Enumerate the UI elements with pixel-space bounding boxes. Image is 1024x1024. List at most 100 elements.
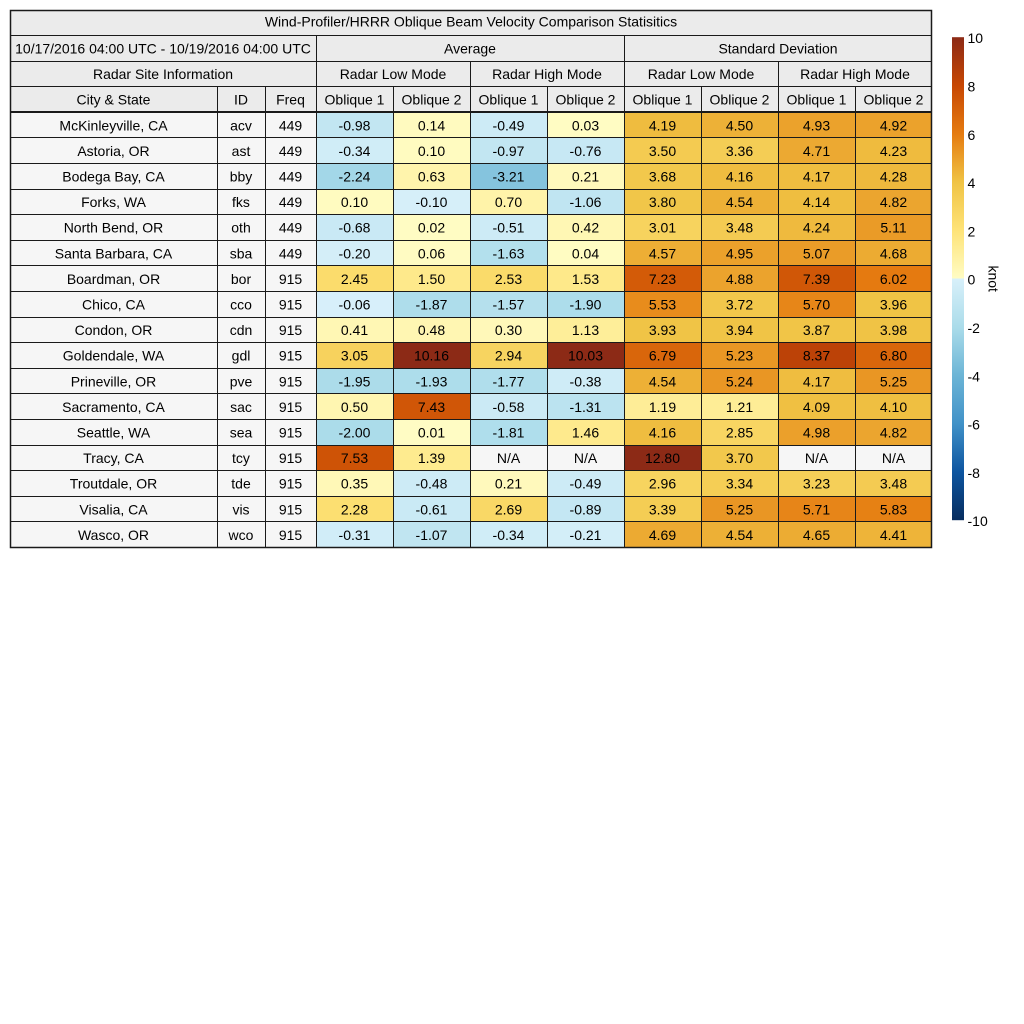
svg-text:Prineville, OR: Prineville, OR (71, 373, 157, 389)
svg-text:3.34: 3.34 (726, 476, 753, 492)
svg-text:2.96: 2.96 (649, 476, 676, 492)
svg-text:4.28: 4.28 (880, 169, 907, 185)
svg-text:3.23: 3.23 (803, 476, 830, 492)
svg-text:-0.76: -0.76 (570, 143, 602, 159)
svg-text:Radar High Mode: Radar High Mode (492, 66, 602, 82)
svg-text:-2: -2 (968, 320, 981, 336)
svg-text:-1.90: -1.90 (570, 297, 602, 313)
svg-text:4.65: 4.65 (803, 527, 830, 543)
svg-text:915: 915 (279, 399, 303, 415)
svg-text:0.63: 0.63 (418, 169, 445, 185)
svg-text:ast: ast (232, 143, 251, 159)
svg-text:wco: wco (228, 527, 254, 543)
svg-text:Seattle, WA: Seattle, WA (77, 424, 151, 440)
svg-text:Oblique 1: Oblique 1 (325, 92, 385, 108)
svg-text:1.21: 1.21 (726, 399, 753, 415)
svg-text:0.10: 0.10 (418, 143, 445, 159)
svg-text:2.53: 2.53 (495, 271, 522, 287)
svg-text:McKinleyville, CA: McKinleyville, CA (59, 117, 168, 133)
svg-text:449: 449 (279, 220, 303, 236)
svg-text:0.41: 0.41 (341, 322, 368, 338)
svg-text:3.70: 3.70 (726, 450, 753, 466)
svg-text:10.16: 10.16 (414, 348, 449, 364)
svg-text:sba: sba (230, 245, 253, 261)
svg-text:-4: -4 (968, 368, 981, 384)
svg-text:3.98: 3.98 (880, 322, 907, 338)
svg-text:Santa Barbara, CA: Santa Barbara, CA (55, 245, 173, 261)
svg-text:0.42: 0.42 (572, 220, 599, 236)
svg-text:4.17: 4.17 (803, 373, 830, 389)
svg-text:Bodega Bay, CA: Bodega Bay, CA (62, 169, 165, 185)
svg-text:oth: oth (231, 220, 250, 236)
svg-text:N/A: N/A (805, 450, 829, 466)
svg-text:Astoria, OR: Astoria, OR (77, 143, 149, 159)
svg-text:-0.34: -0.34 (339, 143, 371, 159)
svg-text:Oblique 2: Oblique 2 (710, 92, 770, 108)
svg-text:-8: -8 (968, 465, 981, 481)
svg-text:-1.93: -1.93 (416, 373, 448, 389)
svg-text:4.98: 4.98 (803, 424, 830, 440)
svg-text:5.83: 5.83 (880, 501, 907, 517)
svg-text:5.07: 5.07 (803, 245, 830, 261)
svg-text:3.48: 3.48 (726, 220, 753, 236)
svg-text:6.79: 6.79 (649, 348, 676, 364)
svg-text:915: 915 (279, 373, 303, 389)
svg-text:4.54: 4.54 (726, 527, 753, 543)
svg-text:3.68: 3.68 (649, 169, 676, 185)
svg-text:-2.24: -2.24 (339, 169, 371, 185)
svg-text:7.53: 7.53 (341, 450, 368, 466)
svg-text:Oblique 1: Oblique 1 (787, 92, 847, 108)
svg-text:5.25: 5.25 (880, 373, 907, 389)
svg-text:Freq: Freq (276, 92, 305, 108)
svg-text:North Bend, OR: North Bend, OR (64, 220, 164, 236)
svg-text:4.09: 4.09 (803, 399, 830, 415)
svg-text:-0.34: -0.34 (493, 527, 525, 543)
svg-text:4.69: 4.69 (649, 527, 676, 543)
svg-text:tde: tde (231, 476, 251, 492)
svg-text:-1.57: -1.57 (493, 297, 525, 313)
svg-text:4.54: 4.54 (726, 194, 753, 210)
svg-text:5.70: 5.70 (803, 297, 830, 313)
svg-text:915: 915 (279, 501, 303, 517)
svg-text:Radar Low Mode: Radar Low Mode (340, 66, 447, 82)
svg-text:acv: acv (230, 117, 252, 133)
svg-text:-0.21: -0.21 (570, 527, 602, 543)
svg-text:1.19: 1.19 (649, 399, 676, 415)
svg-text:2.85: 2.85 (726, 424, 753, 440)
svg-text:3.05: 3.05 (341, 348, 368, 364)
svg-text:2.45: 2.45 (341, 271, 368, 287)
svg-text:knot: knot (986, 265, 1002, 292)
svg-text:-0.48: -0.48 (416, 476, 448, 492)
svg-text:-1.77: -1.77 (493, 373, 525, 389)
svg-text:0.21: 0.21 (495, 476, 522, 492)
svg-text:449: 449 (279, 194, 303, 210)
svg-text:Oblique 1: Oblique 1 (633, 92, 693, 108)
svg-text:5.11: 5.11 (880, 220, 906, 236)
svg-text:-0.31: -0.31 (339, 527, 371, 543)
svg-text:-1.07: -1.07 (416, 527, 448, 543)
svg-text:0.02: 0.02 (418, 220, 445, 236)
svg-text:vis: vis (232, 501, 249, 517)
svg-text:915: 915 (279, 424, 303, 440)
svg-text:-0.97: -0.97 (493, 143, 525, 159)
svg-text:1.13: 1.13 (572, 322, 599, 338)
svg-text:3.48: 3.48 (880, 476, 907, 492)
svg-text:10: 10 (968, 30, 984, 46)
svg-text:4.82: 4.82 (880, 424, 907, 440)
svg-text:-6: -6 (968, 417, 981, 433)
svg-text:-0.49: -0.49 (493, 117, 525, 133)
svg-text:2.28: 2.28 (341, 501, 368, 517)
svg-text:6.02: 6.02 (880, 271, 907, 287)
svg-text:cdn: cdn (230, 322, 253, 338)
svg-text:bby: bby (230, 169, 253, 185)
svg-text:Sacramento, CA: Sacramento, CA (62, 399, 165, 415)
svg-text:0.03: 0.03 (572, 117, 599, 133)
svg-text:Wasco, OR: Wasco, OR (78, 527, 149, 543)
svg-text:5.71: 5.71 (803, 501, 830, 517)
svg-text:3.80: 3.80 (649, 194, 676, 210)
svg-text:N/A: N/A (497, 450, 521, 466)
svg-text:0.30: 0.30 (495, 322, 522, 338)
svg-text:-0.20: -0.20 (339, 245, 371, 261)
svg-text:-1.87: -1.87 (416, 297, 448, 313)
svg-text:10.03: 10.03 (568, 348, 603, 364)
